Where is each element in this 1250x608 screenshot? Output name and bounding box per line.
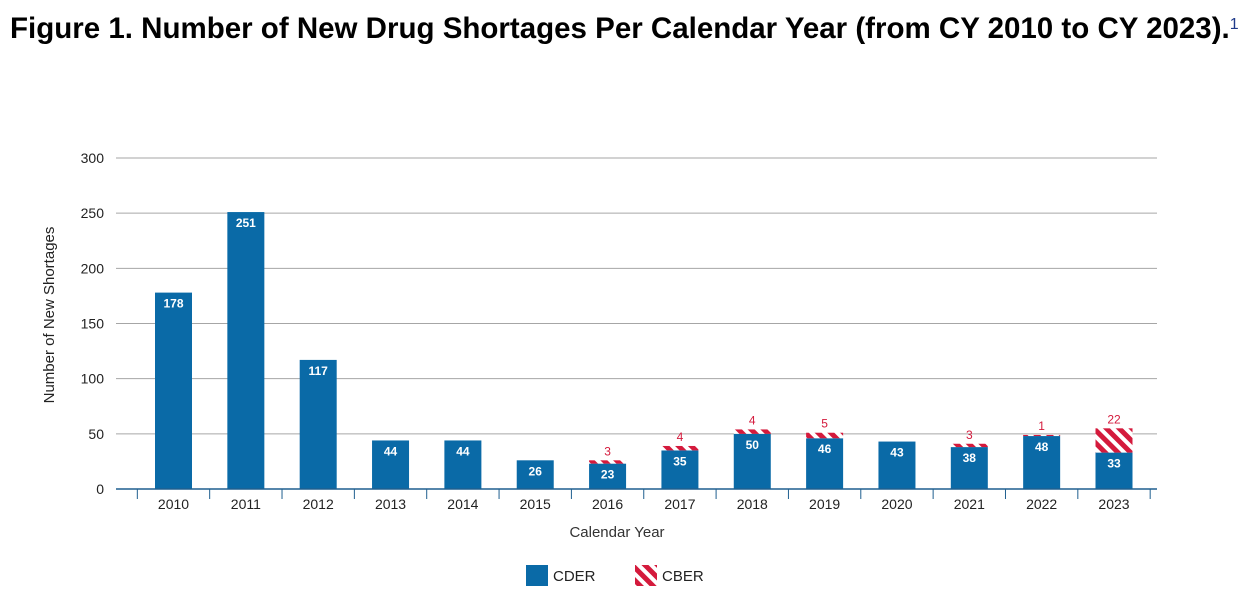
bar-label-cder: 178 bbox=[163, 297, 183, 311]
legend-swatch bbox=[635, 565, 657, 586]
bar-cder bbox=[733, 433, 771, 489]
bar-cder bbox=[155, 292, 192, 489]
figure-title: Figure 1. Number of New Drug Shortages P… bbox=[10, 10, 1246, 48]
x-tick-label: 2011 bbox=[231, 496, 261, 512]
x-axis-label: Calendar Year bbox=[569, 524, 664, 541]
x-axis: 2010 2011 2012 2013 2014 2015 2016 2017 2018 2019… bbox=[116, 488, 1157, 512]
y-tick-label: 250 bbox=[81, 205, 105, 221]
y-tick-label: 150 bbox=[81, 316, 105, 332]
bar-cber bbox=[733, 429, 771, 434]
bar-cder bbox=[444, 440, 482, 489]
bar-label-cder: 117 bbox=[309, 364, 329, 378]
x-tick-label: 2019 bbox=[809, 496, 840, 512]
bar-label-cder: 33 bbox=[1107, 457, 1121, 471]
x-tick-label: 2015 bbox=[520, 496, 551, 512]
bar-label-cber: 3 bbox=[604, 444, 611, 458]
bar-label-cder: 44 bbox=[384, 444, 398, 458]
x-tick-label: 2016 bbox=[592, 496, 623, 512]
bar-label-cber: 4 bbox=[677, 430, 684, 444]
bar-cder bbox=[1023, 436, 1061, 489]
bar-cber bbox=[661, 445, 699, 451]
x-tick-label: 2017 bbox=[664, 496, 695, 512]
x-tick-label: 2010 bbox=[158, 496, 189, 512]
bars: 178 251 117 44 44 26 23 3 35 4 50 4 46 5 43 38 3 48 1 33 22 bbox=[155, 212, 1133, 489]
x-tick-label: 2018 bbox=[737, 496, 768, 512]
bar-cder bbox=[661, 450, 699, 489]
bar-cder bbox=[950, 447, 988, 489]
bar-cder bbox=[516, 460, 554, 489]
bar-cber bbox=[1023, 434, 1061, 437]
bar-label-cder: 50 bbox=[746, 438, 760, 452]
bar-label-cder: 251 bbox=[236, 216, 256, 230]
bar-label-cder: 44 bbox=[456, 444, 470, 458]
x-tick-label: 2014 bbox=[447, 496, 478, 512]
bar-cder bbox=[806, 438, 844, 489]
bar-label-cber: 5 bbox=[821, 417, 828, 431]
x-tick-label: 2012 bbox=[303, 496, 334, 512]
bar-label-cder: 23 bbox=[601, 468, 615, 482]
x-tick-label: 2021 bbox=[954, 496, 985, 512]
bar-label-cber: 4 bbox=[749, 413, 756, 427]
bar-cber bbox=[806, 432, 844, 439]
footnote-marker: 1 bbox=[1229, 16, 1239, 33]
bar-label-cder: 43 bbox=[890, 446, 904, 460]
y-tick-label: 50 bbox=[88, 426, 104, 442]
x-tick-label: 2020 bbox=[881, 496, 912, 512]
bar-cder bbox=[878, 441, 916, 489]
x-tick-label: 2023 bbox=[1098, 496, 1129, 512]
y-tick-label: 0 bbox=[96, 481, 104, 497]
bar-label-cber: 1 bbox=[1038, 419, 1045, 433]
bar-cder bbox=[1095, 452, 1133, 489]
gridlines bbox=[116, 157, 1157, 435]
x-tick-label: 2022 bbox=[1026, 496, 1057, 512]
figure-title-text: Figure 1. Number of New Drug Shortages P… bbox=[10, 12, 1230, 45]
bar-cder bbox=[227, 212, 265, 489]
bar-cber bbox=[1095, 428, 1133, 453]
y-tick-label: 200 bbox=[81, 260, 105, 276]
bar-label-cder: 46 bbox=[818, 442, 832, 456]
y-tick-label: 300 bbox=[81, 150, 105, 166]
bar-label-cber: 22 bbox=[1107, 412, 1121, 426]
bar-cber bbox=[589, 460, 627, 464]
legend-swatch bbox=[526, 565, 548, 586]
x-tick-label: 2013 bbox=[375, 496, 406, 512]
bar-cder bbox=[299, 359, 337, 489]
legend-label: CDER bbox=[553, 568, 596, 585]
bar-label-cder: 26 bbox=[529, 464, 543, 478]
bar-label-cder: 35 bbox=[673, 454, 687, 468]
y-axis-label: Number of New Shortages bbox=[41, 227, 58, 404]
legend-label: CBER bbox=[662, 568, 704, 585]
bar-cber bbox=[950, 443, 988, 448]
bar-label-cder: 48 bbox=[1035, 440, 1049, 454]
bar-cder bbox=[589, 463, 627, 489]
legend: CDER CBER bbox=[526, 565, 704, 586]
bar-label-cder: 38 bbox=[963, 451, 977, 465]
y-tick-label: 100 bbox=[81, 371, 105, 387]
bar-cder bbox=[372, 440, 410, 489]
bar-label-cber: 3 bbox=[966, 428, 973, 442]
y-axis-ticks: 0 50 100 150 200 250 300 bbox=[81, 150, 105, 497]
